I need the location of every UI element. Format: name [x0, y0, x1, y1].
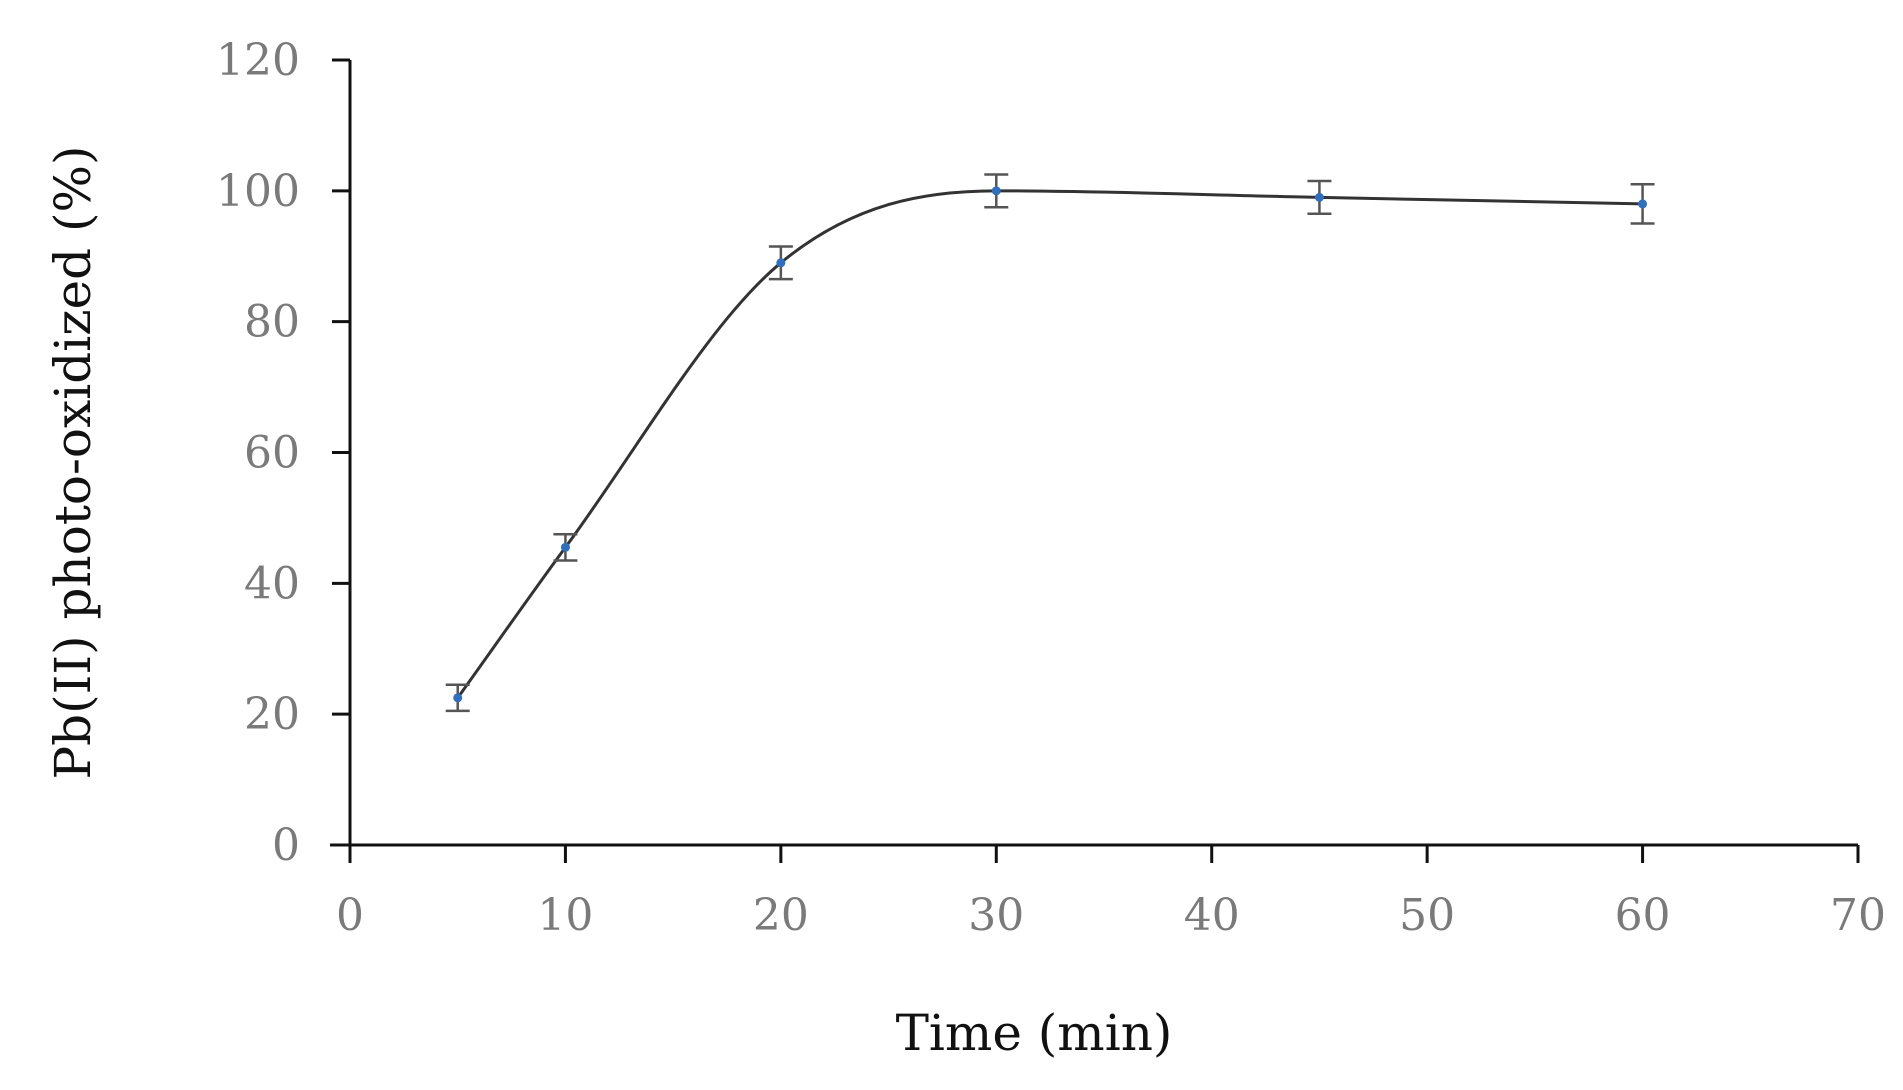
data-point: [1638, 199, 1648, 209]
x-ticks: 0 10 20 30 40 50 60 70: [336, 845, 1886, 941]
x-tick-label: 30: [968, 890, 1024, 941]
y-tick-label: 20: [244, 689, 300, 740]
y-tick-label: 60: [244, 428, 300, 479]
x-tick-label: 0: [336, 890, 364, 941]
x-tick-label: 20: [753, 890, 809, 941]
y-tick-label: 0: [272, 820, 300, 871]
y-ticks: 0 20 40 60 80 100 120: [216, 35, 350, 871]
data-point: [776, 258, 786, 268]
y-tick-label: 100: [216, 166, 300, 217]
data-point: [453, 693, 463, 703]
data-points: [453, 186, 1648, 703]
y-tick-label: 40: [244, 558, 300, 609]
data-point: [991, 186, 1001, 196]
axes: [330, 60, 1858, 847]
x-tick-label: 60: [1615, 890, 1671, 941]
x-tick-label: 10: [537, 890, 593, 941]
y-tick-label: 80: [244, 297, 300, 348]
error-bars: [445, 173, 1655, 713]
y-axis-title: Pb(II) photo-oxidized (%): [44, 145, 102, 779]
data-point: [560, 542, 570, 552]
data-point: [1314, 192, 1324, 202]
y-tick-label: 120: [216, 35, 300, 86]
series-line: [456, 189, 1643, 699]
x-tick-label: 40: [1184, 890, 1240, 941]
plot-area: [445, 173, 1655, 713]
x-tick-label: 70: [1830, 890, 1886, 941]
x-axis-title: Time (min): [896, 1004, 1173, 1062]
x-tick-label: 50: [1399, 890, 1455, 941]
